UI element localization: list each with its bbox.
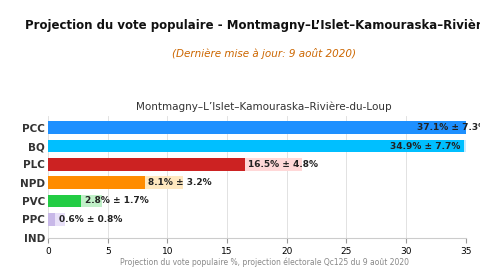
- Text: Projection du vote populaire - Montmagny–L’Islet–Kamouraska–Rivière-d: Projection du vote populaire - Montmagny…: [25, 19, 480, 32]
- Text: 37.1% ± 7.3%: 37.1% ± 7.3%: [417, 123, 480, 132]
- Text: Montmagny–L’Islet–Kamouraska–Rivière-du-Loup: Montmagny–L’Islet–Kamouraska–Rivière-du-…: [136, 102, 392, 112]
- Text: 0.6% ± 0.8%: 0.6% ± 0.8%: [59, 215, 122, 224]
- Bar: [82, 195, 102, 207]
- Text: 8.1% ± 3.2%: 8.1% ± 3.2%: [148, 178, 212, 187]
- Bar: [144, 176, 183, 189]
- Text: 2.8% ± 1.7%: 2.8% ± 1.7%: [85, 197, 149, 205]
- Bar: [245, 158, 302, 171]
- Bar: [48, 158, 245, 171]
- Text: Projection du vote populaire %, projection électorale Qc125 du 9 août 2020: Projection du vote populaire %, projecti…: [120, 258, 408, 267]
- Bar: [48, 121, 480, 134]
- Bar: [465, 140, 480, 153]
- Text: 16.5% ± 4.8%: 16.5% ± 4.8%: [249, 160, 318, 169]
- Bar: [55, 213, 65, 226]
- Bar: [48, 195, 82, 207]
- Bar: [48, 176, 144, 189]
- Text: (Dernière mise à jour: 9 août 2020): (Dernière mise à jour: 9 août 2020): [172, 48, 356, 59]
- Text: 34.9% ± 7.7%: 34.9% ± 7.7%: [390, 141, 461, 151]
- Bar: [48, 140, 465, 153]
- Bar: [48, 213, 55, 226]
